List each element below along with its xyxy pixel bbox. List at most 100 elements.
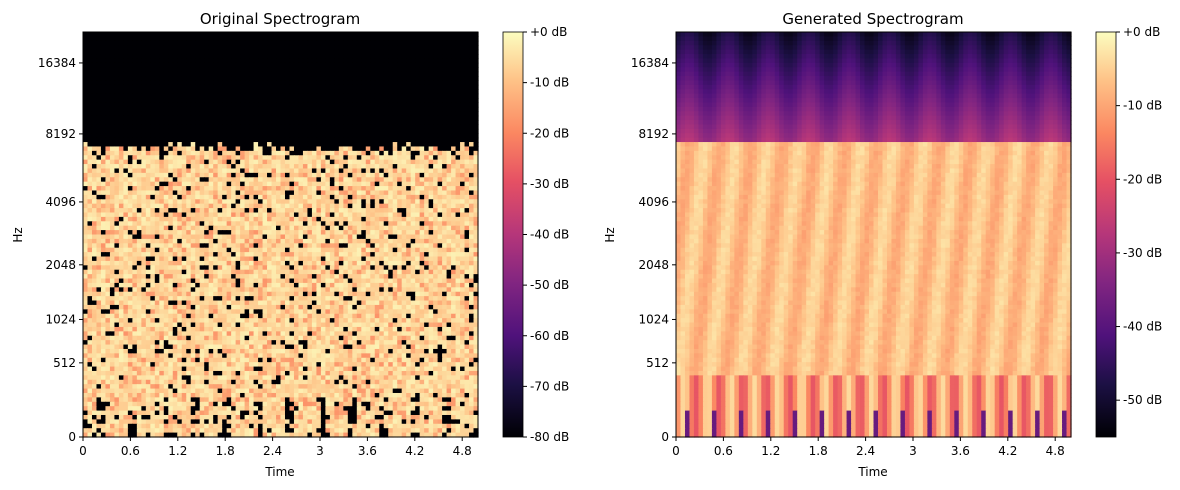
heatmap-cell: [374, 36, 380, 42]
heatmap-cell: [141, 80, 147, 86]
heatmap-cell: [325, 168, 331, 174]
heatmap-cell: [401, 36, 407, 42]
heatmap-cell: [96, 32, 102, 37]
heatmap-cell: [370, 36, 376, 42]
heatmap-cell: [460, 234, 466, 240]
heatmap-cell: [293, 186, 300, 192]
heatmap-cell: [293, 212, 300, 218]
heatmap-cell: [141, 172, 147, 178]
heatmap-cell: [298, 155, 304, 161]
heatmap-cell: [298, 133, 304, 139]
heatmap-cell: [186, 234, 192, 240]
heatmap-cell: [419, 98, 425, 104]
heatmap-cell: [401, 102, 407, 108]
heatmap-cell: [316, 67, 322, 73]
heatmap-cell: [208, 243, 214, 249]
heatmap-cell: [132, 67, 138, 73]
heatmap-cell: [415, 238, 421, 244]
heatmap-cell: [446, 265, 452, 271]
heatmap-cell: [226, 194, 232, 200]
heatmap-cell: [302, 247, 309, 253]
heatmap-cell: [433, 190, 439, 196]
heatmap-cell: [419, 36, 425, 42]
heatmap-cell: [91, 159, 98, 165]
heatmap-cell: [352, 168, 358, 174]
heatmap-cell: [253, 230, 259, 236]
heatmap-cell: [325, 194, 331, 200]
heatmap-cell: [177, 221, 183, 227]
heatmap-cell: [365, 265, 371, 271]
heatmap-cell: [451, 177, 457, 183]
heatmap-cell: [374, 212, 380, 218]
heatmap-cell: [114, 172, 120, 178]
heatmap-cell: [199, 278, 205, 284]
heatmap-cell: [442, 190, 448, 196]
heatmap-cell: [464, 71, 470, 77]
heatmap-cell: [195, 49, 201, 55]
heatmap-cell: [267, 54, 273, 60]
heatmap-cell: [123, 199, 129, 205]
heatmap-cell: [410, 181, 416, 187]
heatmap-cell: [195, 190, 201, 196]
heatmap-cell: [392, 93, 398, 99]
heatmap-cell: [302, 150, 309, 156]
heatmap-cell: [302, 243, 309, 249]
heatmap-cell: [217, 260, 223, 266]
heatmap-cell: [451, 32, 457, 37]
heatmap-cell: [177, 106, 183, 112]
heatmap-cell: [190, 137, 196, 143]
heatmap-cell: [163, 49, 169, 55]
heatmap-cell: [163, 186, 169, 192]
heatmap-cell: [226, 190, 232, 196]
heatmap-cell: [289, 102, 295, 108]
heatmap-cell: [293, 243, 300, 249]
heatmap-cell: [213, 93, 219, 99]
heatmap-cell: [240, 142, 246, 148]
heatmap-cell: [361, 133, 367, 139]
heatmap-cell: [159, 58, 165, 64]
heatmap-cell: [298, 208, 304, 214]
heatmap-cell: [240, 76, 246, 82]
heatmap-cell: [204, 142, 210, 148]
heatmap-cell: [240, 106, 246, 112]
heatmap-cell: [213, 146, 219, 152]
heatmap-cell: [195, 54, 201, 60]
heatmap-cell: [343, 234, 349, 240]
heatmap-cell: [419, 142, 425, 148]
heatmap-cell: [127, 243, 133, 249]
heatmap-cell: [307, 32, 313, 37]
heatmap-cell: [307, 177, 313, 183]
heatmap-cell: [401, 221, 407, 227]
heatmap-cell: [437, 208, 443, 214]
heatmap-cell: [329, 181, 335, 187]
heatmap-cell: [334, 269, 340, 275]
heatmap-cell: [446, 216, 452, 222]
heatmap-cell: [302, 212, 309, 218]
heatmap-cell: [397, 221, 403, 227]
heatmap-cell: [204, 247, 210, 253]
heatmap-cell: [226, 216, 232, 222]
heatmap-cell: [276, 186, 282, 192]
heatmap-cell: [320, 274, 326, 280]
heatmap-cell: [154, 58, 160, 64]
heatmap-cell: [338, 58, 344, 64]
heatmap-cell: [401, 203, 407, 209]
heatmap-cell: [150, 194, 156, 200]
heatmap-cell: [307, 168, 313, 174]
heatmap-cell: [410, 269, 416, 275]
heatmap-cell: [271, 164, 277, 170]
heatmap-cell: [141, 128, 147, 134]
heatmap-cell: [123, 164, 129, 170]
heatmap-cell: [199, 256, 205, 262]
heatmap-cell: [199, 93, 205, 99]
heatmap-cell: [195, 67, 201, 73]
heatmap-cell: [406, 186, 412, 192]
heatmap-cell: [195, 252, 201, 258]
heatmap-cell: [222, 58, 228, 64]
heatmap-cell: [168, 76, 174, 82]
heatmap-cell: [415, 71, 421, 77]
heatmap-cell: [208, 115, 214, 121]
heatmap-cell: [186, 71, 192, 77]
heatmap-cell: [406, 177, 412, 183]
heatmap-cell: [343, 128, 349, 134]
